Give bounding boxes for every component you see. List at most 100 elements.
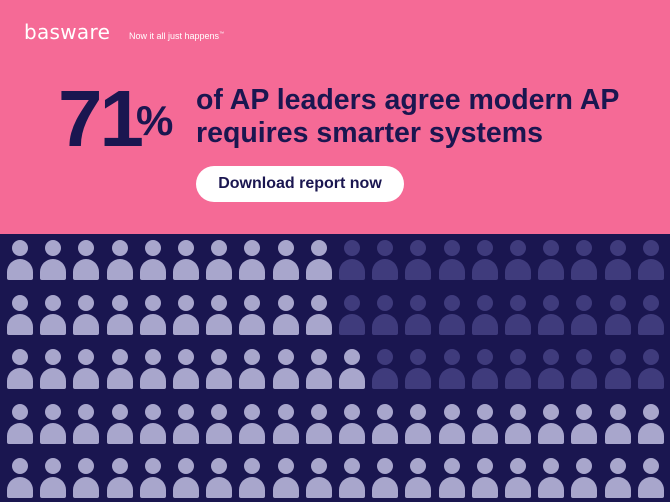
person-icon-filled [239,398,266,444]
person-icon-filled [73,289,100,335]
person-icon-filled [7,289,33,335]
person-head [277,458,294,474]
person-head [78,240,95,256]
person-icon-filled [339,452,365,498]
person-head [277,240,294,256]
person-icon-filled [339,343,365,389]
person-body [139,422,166,444]
person-head [78,458,95,474]
person-head [443,349,460,365]
person-head [410,403,427,420]
person-head [410,240,427,256]
person-icon-filled [206,234,233,280]
person-icon-filled [305,234,332,280]
person-body [538,368,565,389]
person-icon-filled [239,343,266,389]
person-body [173,259,199,280]
person-body [73,422,100,444]
person-icon-filled [305,289,332,335]
person-head [111,349,128,365]
person-body [173,313,199,335]
person-head [543,403,560,420]
person-head [443,294,460,311]
people-pictogram [0,234,670,502]
person-head [144,349,161,365]
person-body [106,477,133,498]
person-head [443,240,460,256]
person-head [310,403,327,420]
person-body [106,259,133,280]
person-head [476,240,493,256]
person-body [604,422,631,444]
basware-logo[interactable]: basware [24,20,111,44]
person-icon-filled [7,234,33,280]
person-head [310,349,327,365]
person-head [211,458,228,474]
person-head [543,240,560,256]
person-head [178,349,194,365]
person-icon-filled [173,452,199,498]
person-head [576,458,593,474]
person-head [576,240,593,256]
person-icon-filled [239,452,266,498]
person-icon-empty [438,343,465,389]
person-head [344,294,360,311]
person-icon-filled [206,452,233,498]
person-head [377,240,394,256]
person-body [637,313,664,335]
person-body [40,477,67,498]
person-body [272,368,299,389]
person-head [642,403,659,420]
person-icon-empty [604,234,631,280]
person-head [211,294,228,311]
person-icon-filled [305,398,332,444]
person-body [206,422,233,444]
person-body [206,477,233,498]
person-icon-filled [272,452,299,498]
person-icon-filled [372,398,399,444]
person-head [244,349,261,365]
person-icon-empty [538,343,565,389]
person-body [239,422,266,444]
person-body [73,313,100,335]
download-report-button[interactable]: Download report now [196,166,404,202]
person-icon-filled [173,234,199,280]
person-icon-empty [571,343,598,389]
person-body [604,313,631,335]
person-icon-empty [637,343,664,389]
person-body [471,313,498,335]
person-icon-filled [7,343,33,389]
person-body [40,368,67,389]
person-icon-filled [637,452,664,498]
person-body [538,259,565,280]
person-icon-empty [372,234,399,280]
person-head [111,294,128,311]
person-icon-empty [505,343,531,389]
person-head [277,403,294,420]
person-body [505,422,531,444]
person-head [344,240,360,256]
person-head [111,403,128,420]
person-head [510,240,526,256]
person-body [405,422,432,444]
person-icon-filled [272,234,299,280]
person-icon-empty [471,289,498,335]
person-body [438,259,465,280]
person-body [438,313,465,335]
person-icon-filled [40,234,67,280]
trademark-mark: ™ [219,31,225,37]
person-icon-filled [40,343,67,389]
person-icon-empty [637,289,664,335]
person-icon-filled [106,452,133,498]
person-icon-filled [40,452,67,498]
person-head [78,403,95,420]
person-icon-filled [272,343,299,389]
person-head [344,403,360,420]
person-icon-filled [637,398,664,444]
person-head [576,294,593,311]
person-icon-filled [571,398,598,444]
person-head [78,294,95,311]
person-head [277,349,294,365]
person-body [106,422,133,444]
person-body [73,368,100,389]
